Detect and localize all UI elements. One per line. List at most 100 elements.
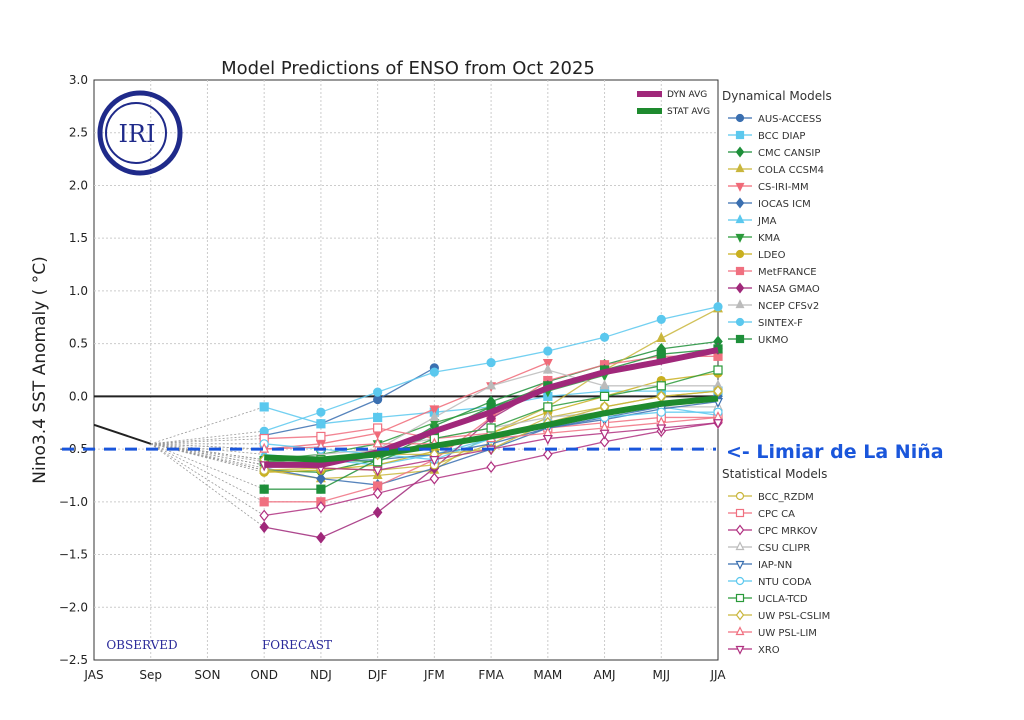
y-tick-label: −2.0 [59, 600, 88, 614]
logo-text: IRI [118, 120, 155, 148]
data-point [259, 521, 269, 534]
legend-label: CS-IRI-MM [758, 182, 809, 193]
legend-label: UCLA-TCD [758, 594, 808, 605]
forecast-connector [150, 434, 265, 445]
data-point [735, 182, 745, 192]
x-tick-label: MAM [533, 668, 562, 682]
data-point [542, 359, 553, 369]
forecast-connector [150, 443, 265, 469]
x-tick-label: NDJ [310, 668, 332, 682]
forecast-connector [150, 443, 265, 528]
legend-label: IOCAS ICM [758, 199, 811, 210]
data-point [259, 497, 269, 507]
data-point [599, 379, 610, 390]
y-tick-label: 3.0 [69, 73, 88, 87]
data-point [735, 233, 745, 243]
data-point [735, 491, 745, 501]
data-point [486, 423, 496, 433]
forecast-connector [150, 443, 265, 461]
data-point [735, 560, 745, 570]
legend-label: KMA [758, 233, 780, 244]
observed-label: OBSERVED [106, 638, 177, 652]
legend-label: SINTEX-F [758, 318, 803, 329]
data-point [735, 576, 745, 586]
legend-label: MetFRANCE [758, 267, 817, 278]
legend-label: UW PSL-CSLIM [758, 611, 830, 622]
legend-label: DYN AVG [667, 90, 707, 100]
legend-label: STAT AVG [667, 107, 710, 117]
data-point [735, 334, 745, 344]
forecast-connector [150, 443, 265, 490]
y-tick-label: 0.5 [69, 337, 88, 351]
observed-line [93, 423, 152, 445]
data-point [735, 249, 745, 259]
y-tick-label: 2.0 [69, 178, 88, 192]
y-tick-label: −2.5 [59, 653, 88, 667]
data-point [735, 626, 745, 636]
data-point [713, 365, 723, 375]
data-point [656, 332, 667, 342]
data-point [599, 435, 610, 448]
x-tick-label: FMA [478, 668, 504, 682]
y-tick-label: 0.0 [69, 389, 88, 403]
x-tick-label: MJJ [653, 668, 670, 682]
data-point [429, 367, 439, 377]
forecast-connector [150, 443, 265, 450]
data-point [543, 402, 553, 412]
forecast-connector [150, 443, 265, 466]
data-point [316, 484, 326, 494]
data-point [543, 448, 553, 461]
data-point [429, 456, 440, 466]
data-point [316, 472, 326, 485]
x-tick-label: JJA [709, 668, 726, 682]
legend-label: JMA [757, 216, 777, 227]
data-point [316, 501, 326, 514]
x-tick-label: DJF [368, 668, 388, 682]
data-point [735, 508, 745, 518]
x-tick-label: SON [194, 668, 220, 682]
data-point [735, 214, 745, 224]
data-point [735, 609, 745, 621]
data-point [259, 484, 269, 494]
legend-label: NTU CODA [758, 577, 811, 588]
data-point [486, 379, 497, 390]
data-point [599, 332, 610, 342]
forecast-connector [150, 430, 265, 445]
y-tick-label: 2.5 [69, 126, 88, 140]
data-point [316, 407, 326, 417]
forecast-connector [150, 443, 265, 473]
data-point [656, 381, 666, 391]
legend-label: XRO [758, 645, 780, 656]
data-point [599, 429, 610, 440]
data-point [713, 302, 723, 312]
data-point [735, 593, 745, 603]
x-tick-label: Sep [139, 668, 162, 682]
legend-label: BCC_RZDM [758, 492, 814, 503]
data-point [429, 411, 440, 422]
data-point [542, 363, 553, 374]
legend-label: NASA GMAO [758, 284, 820, 295]
data-point [735, 163, 745, 173]
forecast-connector [150, 443, 265, 503]
data-point [259, 402, 269, 412]
data-point [735, 541, 745, 551]
data-point [372, 466, 383, 477]
iri-logo: IRI [97, 90, 183, 176]
data-point [372, 506, 383, 519]
legend-label: BCC DIAP [758, 131, 805, 142]
data-point [316, 531, 326, 544]
data-point [656, 407, 666, 417]
y-axis-label: Nino3.4 SST Anomaly ( °C) [30, 256, 50, 483]
legend-label: AUS-ACCESS [758, 114, 822, 125]
data-point [543, 346, 553, 356]
data-point [735, 130, 745, 140]
data-point [656, 424, 667, 435]
series-cpc-mrkov [259, 416, 723, 522]
data-point [486, 358, 496, 368]
legend-label: COLA CCSM4 [758, 165, 824, 176]
series-line [264, 362, 549, 450]
data-point [316, 431, 326, 442]
legend-label: LDEO [758, 250, 786, 261]
data-point [735, 197, 745, 209]
avg-line-stat-avg [264, 395, 719, 463]
